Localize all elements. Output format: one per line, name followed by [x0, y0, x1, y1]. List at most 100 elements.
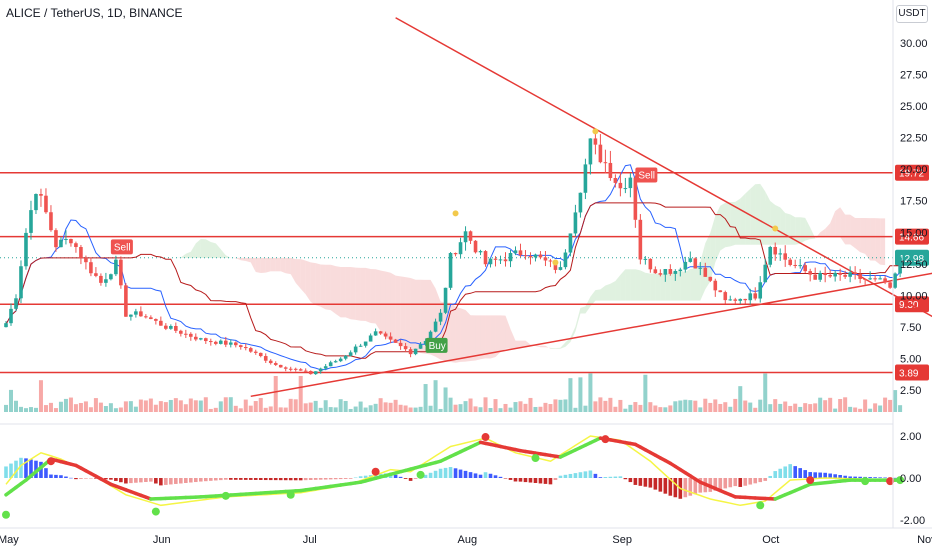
candle: [773, 242, 778, 261]
candle: [448, 251, 453, 290]
candle-body: [189, 333, 193, 337]
candle: [194, 333, 198, 342]
candle-body: [29, 210, 33, 233]
candle: [698, 262, 703, 276]
volume-bar: [473, 406, 478, 412]
candle: [338, 357, 343, 363]
volume-bar: [793, 403, 798, 412]
cloud-segment: [670, 271, 676, 301]
volume-bar: [68, 397, 73, 412]
candle-body: [174, 326, 178, 331]
cloud-segment: [455, 306, 461, 363]
macd-hist-bar: [14, 460, 18, 478]
candle: [298, 368, 303, 371]
macd-hist-bar: [823, 472, 827, 478]
macd-hist-bar: [114, 478, 118, 481]
level-price-label: 9.30: [899, 300, 919, 311]
volume-bar: [273, 376, 278, 412]
macd-hist-bar: [348, 478, 353, 479]
macd-hist-bar: [593, 473, 598, 478]
candle: [228, 339, 233, 348]
candle-body: [658, 273, 663, 275]
candle: [348, 350, 353, 357]
candle-body: [263, 356, 268, 361]
volume-bar: [363, 407, 368, 412]
candle-body: [798, 265, 803, 267]
volume-bar: [618, 399, 623, 412]
candle-body: [258, 352, 263, 357]
volume-bar: [458, 404, 463, 412]
cloud-segment: [355, 267, 361, 321]
volume-bar: [728, 406, 733, 412]
candle-body: [44, 195, 48, 213]
candle: [668, 264, 673, 276]
volume-bar: [388, 402, 393, 412]
macd-hist-bar: [653, 478, 658, 490]
volume-bar: [443, 387, 448, 412]
cloud-segment: [290, 257, 296, 283]
volume-bar: [598, 397, 603, 412]
candle: [388, 332, 393, 344]
volume-bar: [48, 402, 53, 412]
macd-hist-bar: [638, 478, 643, 486]
candle: [588, 138, 593, 175]
last-price-label: 12.98: [899, 254, 924, 265]
macd-hist-bar: [423, 474, 428, 478]
macd-cross-marker: [416, 470, 425, 479]
cloud-segment: [520, 340, 526, 348]
signal-label: Buy: [429, 341, 446, 352]
currency-selector[interactable]: USDT: [896, 5, 928, 23]
volume-bar: [373, 403, 378, 412]
candle: [223, 336, 228, 348]
macd-hist-bar: [808, 472, 812, 478]
candle: [858, 268, 862, 284]
candle: [39, 188, 43, 207]
candle: [493, 256, 498, 267]
candle: [393, 338, 398, 343]
volume-bar: [573, 407, 578, 412]
macd-hist-bar: [768, 475, 773, 478]
volume-bar: [588, 373, 593, 412]
cloud-segment: [200, 238, 206, 258]
macd-hist-bar: [208, 478, 213, 481]
macd-hist-bar: [858, 476, 862, 478]
macd-hist-bar: [268, 478, 273, 481]
macd-hist-bar: [753, 478, 758, 484]
candle-body: [273, 363, 278, 365]
macd-hist-bar: [578, 472, 583, 478]
volume-bar: [788, 405, 793, 412]
macd-hist-bar: [358, 476, 363, 478]
candle: [119, 256, 123, 289]
candle: [169, 324, 173, 330]
level-price-label: 14.66: [899, 233, 924, 244]
cloud-segment: [805, 217, 811, 241]
macd-hist-bar: [618, 476, 623, 478]
candle: [728, 295, 733, 301]
candle: [863, 278, 867, 285]
volume-bar: [553, 399, 558, 412]
candle-body: [758, 282, 763, 299]
volume-bar: [218, 401, 223, 412]
candle-body: [268, 360, 273, 364]
macd-cross-marker: [481, 433, 490, 442]
candle-body: [723, 292, 728, 301]
candle-body: [568, 233, 573, 253]
macd-hist-bar: [318, 478, 323, 480]
macd-hist-bar: [543, 478, 548, 484]
macd-hist-bar: [758, 478, 763, 483]
macd-cross-marker: [286, 490, 295, 499]
macd-hist-bar: [74, 478, 78, 480]
candle-body: [4, 323, 8, 328]
candle: [328, 360, 333, 367]
macd-hist-bar: [633, 478, 638, 485]
volume-bar: [348, 408, 353, 412]
candle: [303, 368, 308, 372]
sell-signal: Sell: [110, 239, 133, 255]
volume-bar: [713, 399, 718, 412]
candle-body: [688, 258, 693, 262]
volume-bar: [703, 398, 708, 412]
cloud-segment: [270, 257, 276, 272]
cloud-segment: [630, 269, 636, 301]
volume-bars: [4, 373, 903, 412]
candle: [208, 338, 213, 346]
